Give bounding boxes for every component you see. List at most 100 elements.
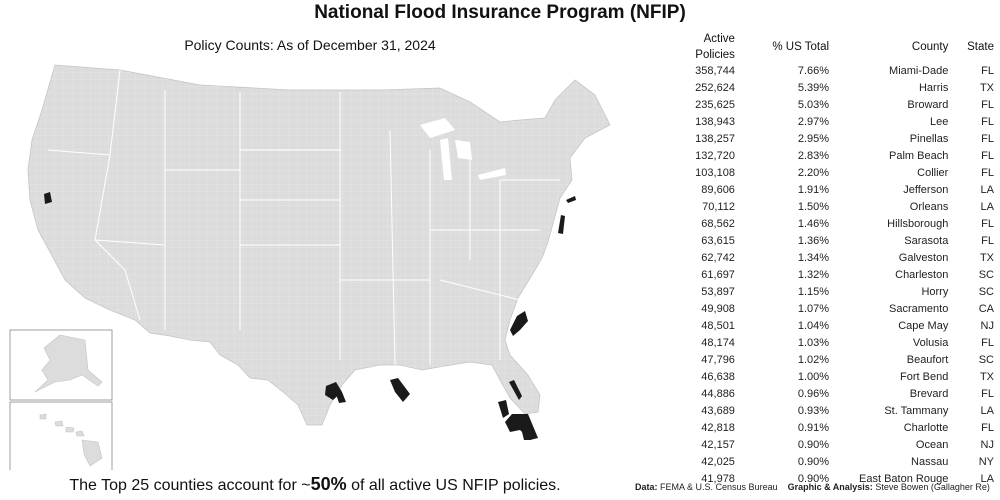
state-borders: [47, 69, 560, 366]
sacramento-county: [44, 192, 52, 204]
cell-county: Sarasota: [904, 235, 949, 247]
header-policies: Active Policies: [695, 33, 735, 61]
cell-county: Beaufort: [906, 354, 949, 366]
cell-state: NY: [978, 456, 994, 468]
cell-county: Cape May: [898, 320, 949, 332]
cell-county: Fort Bend: [900, 371, 949, 383]
table-body: 358,744 7.66% Miami-Dade FL 252,624 5.39% Harr…: [660, 63, 998, 488]
cell-state: FL: [981, 116, 994, 128]
cell-policies: 103,108: [695, 167, 735, 179]
table-row: 48,174 1.03% Volusia FL: [660, 335, 998, 352]
cell-state: TX: [979, 82, 994, 94]
cell-state: LA: [980, 201, 994, 213]
cell-state: FL: [981, 150, 994, 162]
cell-policies: 252,624: [695, 82, 735, 94]
cell-policies: 49,908: [701, 303, 735, 315]
table-row: 42,157 0.90% Ocean NJ: [660, 437, 998, 454]
cell-county: Broward: [907, 99, 949, 111]
cell-pct: 1.04%: [797, 320, 830, 332]
cell-policies: 41,978: [701, 473, 735, 485]
cell-state: FL: [981, 388, 994, 400]
graphic-label: Graphic & Analysis:: [787, 482, 873, 492]
cell-policies: 138,943: [695, 116, 735, 128]
cell-county: Orleans: [909, 201, 949, 213]
cell-county: Ocean: [915, 439, 949, 451]
cell-county: St. Tammany: [884, 405, 949, 417]
table-row: 358,744 7.66% Miami-Dade FL: [660, 63, 998, 80]
table-row: 62,742 1.34% Galveston TX: [660, 250, 998, 267]
cell-policies: 42,025: [701, 456, 735, 468]
table-row: 46,638 1.00% Fort Bend TX: [660, 369, 998, 386]
county-table: Active Policies % US Total County State …: [660, 31, 998, 488]
cell-policies: 42,818: [701, 422, 735, 434]
graphic-value: Steve Bowen (Gallagher Re): [875, 482, 990, 492]
cell-pct: 1.91%: [797, 184, 830, 196]
map-subtitle: Policy Counts: As of December 31, 2024: [184, 37, 436, 53]
us-county-map: [0, 30, 650, 470]
cell-state: FL: [981, 133, 994, 145]
cell-county: Hillsborough: [887, 218, 949, 230]
header-state: State: [967, 41, 994, 53]
cell-pct: 7.66%: [797, 65, 830, 77]
cell-policies: 235,625: [695, 99, 735, 111]
cell-state: LA: [980, 184, 994, 196]
table-row: 235,625 5.03% Broward FL: [660, 97, 998, 114]
cell-policies: 46,638: [701, 371, 735, 383]
cell-state: LA: [980, 473, 994, 485]
data-label: Data:: [635, 482, 658, 492]
cell-state: FL: [981, 235, 994, 247]
cell-pct: 0.90%: [797, 473, 830, 485]
data-value: FEMA & U.S. Census Bureau: [660, 482, 778, 492]
cell-state: SC: [978, 286, 994, 298]
alaska-landmass: [34, 334, 103, 393]
table-row: 42,025 0.90% Nassau NY: [660, 454, 998, 471]
cell-pct: 2.83%: [797, 150, 830, 162]
cell-policies: 132,720: [695, 150, 735, 162]
cell-pct: 0.90%: [797, 439, 830, 451]
top-counties-highlight: [44, 192, 576, 440]
cell-policies: 138,257: [695, 133, 735, 145]
cell-state: NJ: [980, 320, 994, 332]
table-row: 49,908 1.07% Sacramento CA: [660, 301, 998, 318]
cell-policies: 53,897: [701, 286, 735, 298]
cell-state: FL: [981, 337, 994, 349]
florida-east-counties: [509, 380, 522, 400]
table-row: 41,978 0.90% East Baton Rouge LA: [660, 471, 998, 488]
table-row: 63,615 1.36% Sarasota FL: [660, 233, 998, 250]
cell-state: CA: [978, 303, 994, 315]
cell-county: Miami-Dade: [889, 65, 949, 77]
table-row: 138,943 2.97% Lee FL: [660, 114, 998, 131]
nassau-county: [566, 196, 576, 203]
cell-pct: 0.91%: [797, 422, 830, 434]
cell-policies: 63,615: [701, 235, 735, 247]
cell-pct: 5.39%: [797, 82, 830, 94]
header-pct: % US Total: [772, 41, 830, 53]
florida-gulf-counties: [498, 400, 509, 418]
cell-county: Lee: [929, 116, 949, 128]
table-row: 89,606 1.91% Jefferson LA: [660, 182, 998, 199]
cell-county: Sacramento: [889, 303, 949, 315]
cell-pct: 2.20%: [797, 167, 830, 179]
cell-policies: 68,562: [701, 218, 735, 230]
cell-policies: 47,796: [701, 354, 735, 366]
cell-pct: 2.97%: [797, 116, 830, 128]
table-header-row: Active Policies % US Total County State: [660, 31, 998, 63]
cell-policies: 42,157: [701, 439, 735, 451]
cell-state: FL: [981, 65, 994, 77]
table-row: 252,624 5.39% Harris TX: [660, 80, 998, 97]
cell-county: Pinellas: [909, 133, 949, 145]
sc-counties: [510, 311, 528, 336]
cell-county: Charlotte: [903, 422, 949, 434]
cell-state: FL: [981, 218, 994, 230]
cell-pct: 0.90%: [797, 456, 830, 468]
cell-pct: 2.95%: [797, 133, 830, 145]
hawaii-islands: [39, 413, 103, 467]
cell-policies: 48,501: [701, 320, 735, 332]
cell-policies: 62,742: [701, 252, 735, 264]
chart-title: National Flood Insurance Program (NFIP): [314, 2, 686, 23]
table-row: 53,897 1.15% Horry SC: [660, 284, 998, 301]
footer-summary: The Top 25 counties account for ~50% of …: [20, 474, 610, 495]
cell-county: Horry: [921, 286, 949, 298]
table-row: 48,501 1.04% Cape May NJ: [660, 318, 998, 335]
cell-county: Collier: [917, 167, 949, 179]
